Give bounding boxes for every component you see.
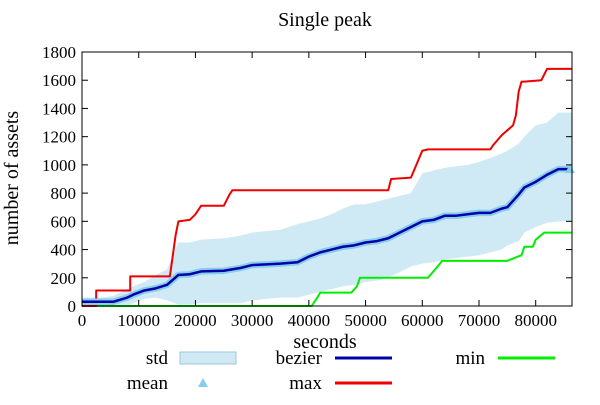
x-axis-label: seconds (293, 331, 357, 353)
std-band-layer (82, 112, 572, 306)
legend-item-mean: mean (127, 373, 208, 394)
legend: std mean bezier max min (127, 348, 555, 394)
plot-frame (81, 51, 573, 307)
legend-label: max (289, 373, 322, 394)
legend-label: std (146, 348, 169, 369)
y-tick-label: 400 (51, 241, 77, 260)
y-tick-label: 1600 (42, 71, 76, 90)
legend-item-std: std (146, 348, 237, 369)
x-tick-label: 10000 (117, 311, 160, 330)
y-tick-label: 0 (68, 297, 77, 316)
y-tick-label: 600 (51, 212, 77, 231)
bezier-line (82, 167, 572, 304)
y-tick-label: 200 (51, 269, 77, 288)
x-tick-label: 80000 (514, 311, 557, 330)
y-tick-label: 800 (51, 184, 77, 203)
min-line (82, 231, 572, 307)
legend-item-min: min (455, 348, 555, 369)
y-tick-label: 1400 (42, 99, 76, 118)
x-tick-label: 30000 (231, 311, 274, 330)
std-band (82, 112, 572, 306)
legend-label: min (455, 348, 485, 369)
legend-swatch-std (179, 351, 237, 365)
chart-title: Single peak (278, 9, 372, 31)
x-tick-label: 0 (78, 311, 87, 330)
legend-swatch-mean (198, 378, 208, 387)
x-tick-label: 60000 (401, 311, 444, 330)
y-tick-label: 1800 (42, 43, 76, 62)
x-tick-label: 40000 (288, 311, 331, 330)
x-tick-label: 50000 (344, 311, 387, 330)
series-lines-layer (82, 67, 572, 307)
y-tick-label: 1200 (42, 128, 76, 147)
legend-label: mean (127, 373, 169, 394)
legend-label: bezier (276, 348, 323, 369)
axis-ticks-layer: 0 10000 20000 30000 40000 50000 60000 70000 8000… (42, 43, 572, 330)
y-axis-label: number of assets (1, 111, 23, 246)
x-tick-label: 20000 (174, 311, 217, 330)
y-tick-label: 1000 (42, 156, 76, 175)
x-tick-label: 70000 (458, 311, 501, 330)
legend-item-bezier: bezier (276, 348, 392, 369)
legend-item-max: max (289, 373, 392, 394)
max-line (82, 67, 572, 307)
